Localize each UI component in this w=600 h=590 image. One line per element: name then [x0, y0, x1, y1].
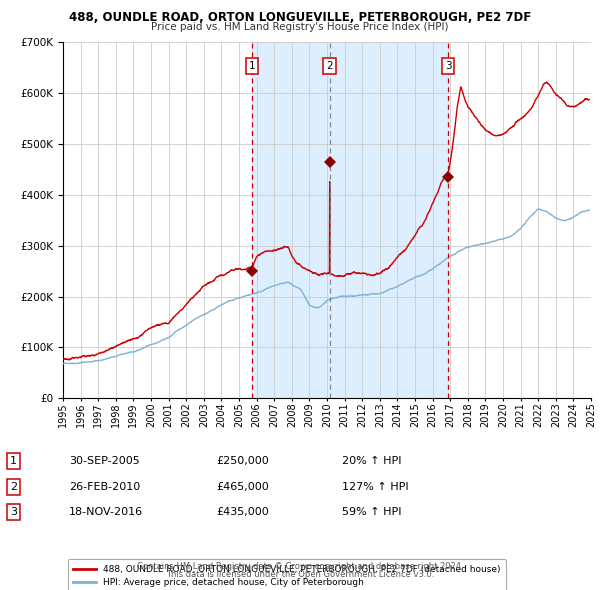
- Text: 488, OUNDLE ROAD, ORTON LONGUEVILLE, PETERBOROUGH, PE2 7DF: 488, OUNDLE ROAD, ORTON LONGUEVILLE, PET…: [69, 11, 531, 24]
- Text: This data is licensed under the Open Government Licence v3.0.: This data is licensed under the Open Gov…: [166, 571, 434, 579]
- Text: £435,000: £435,000: [216, 507, 269, 517]
- Text: 26-FEB-2010: 26-FEB-2010: [69, 482, 140, 491]
- Text: 20% ↑ HPI: 20% ↑ HPI: [342, 457, 401, 466]
- Text: Price paid vs. HM Land Registry's House Price Index (HPI): Price paid vs. HM Land Registry's House …: [151, 22, 449, 32]
- Bar: [252, 42, 329, 398]
- Text: £465,000: £465,000: [216, 482, 269, 491]
- Text: 1: 1: [249, 61, 256, 71]
- Text: £250,000: £250,000: [216, 457, 269, 466]
- Text: 18-NOV-2016: 18-NOV-2016: [69, 507, 143, 517]
- Text: 2: 2: [10, 482, 17, 491]
- Text: Contains HM Land Registry data © Crown copyright and database right 2024.: Contains HM Land Registry data © Crown c…: [137, 562, 463, 571]
- Text: 127% ↑ HPI: 127% ↑ HPI: [342, 482, 409, 491]
- Text: 3: 3: [10, 507, 17, 517]
- Text: 30-SEP-2005: 30-SEP-2005: [69, 457, 140, 466]
- Bar: [329, 42, 448, 398]
- Text: 2: 2: [326, 61, 333, 71]
- Legend: 488, OUNDLE ROAD, ORTON LONGUEVILLE, PETERBOROUGH, PE2 7DF (detached house), HPI: 488, OUNDLE ROAD, ORTON LONGUEVILLE, PET…: [68, 559, 506, 590]
- Text: 1: 1: [10, 457, 17, 466]
- Text: 59% ↑ HPI: 59% ↑ HPI: [342, 507, 401, 517]
- Text: 3: 3: [445, 61, 451, 71]
